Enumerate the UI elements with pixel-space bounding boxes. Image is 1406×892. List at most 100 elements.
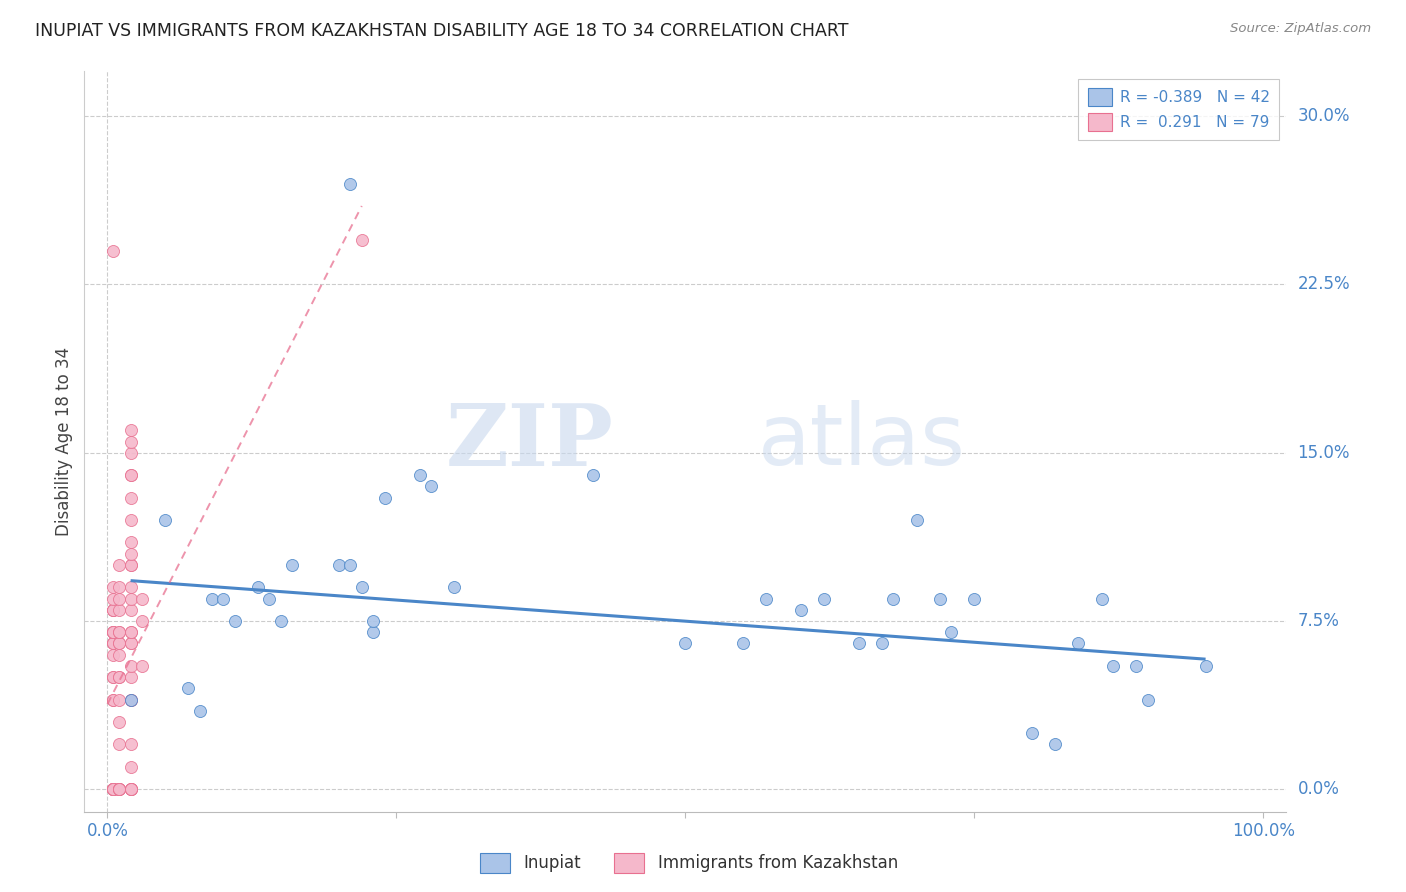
Point <box>188 704 211 718</box>
Point <box>363 625 385 640</box>
Point <box>103 603 125 617</box>
Point <box>224 614 246 628</box>
Point <box>103 670 125 684</box>
Point <box>1090 591 1112 606</box>
Point <box>120 625 142 640</box>
Point <box>350 233 373 247</box>
Point <box>1067 636 1090 650</box>
Point <box>103 625 125 640</box>
Point <box>120 636 142 650</box>
Point <box>108 692 131 706</box>
Point <box>108 670 131 684</box>
Point <box>108 670 131 684</box>
Point <box>200 591 222 606</box>
Point <box>108 636 131 650</box>
Point <box>103 625 125 640</box>
Point <box>212 591 235 606</box>
Point <box>582 468 605 483</box>
Point <box>120 760 142 774</box>
Text: 30.0%: 30.0% <box>1298 107 1350 125</box>
Point <box>120 659 142 673</box>
Point <box>103 603 125 617</box>
Point <box>270 614 292 628</box>
Point <box>120 782 142 797</box>
Point <box>120 446 142 460</box>
Point <box>870 636 893 650</box>
Point <box>120 636 142 650</box>
Point <box>103 670 125 684</box>
Text: 22.5%: 22.5% <box>1298 276 1350 293</box>
Point <box>339 558 361 572</box>
Point <box>120 513 142 527</box>
Point <box>120 692 142 706</box>
Text: ZIP: ZIP <box>446 400 613 483</box>
Point <box>120 535 142 549</box>
Point <box>103 603 125 617</box>
Point <box>108 782 131 797</box>
Point <box>1021 726 1043 740</box>
Point <box>103 692 125 706</box>
Point <box>120 468 142 483</box>
Point <box>103 625 125 640</box>
Point <box>108 603 131 617</box>
Point <box>103 636 125 650</box>
Point <box>1194 659 1216 673</box>
Point <box>675 636 697 650</box>
Point <box>108 580 131 594</box>
Text: 15.0%: 15.0% <box>1298 443 1350 462</box>
Point <box>374 491 396 505</box>
Point <box>120 738 142 752</box>
Point <box>120 547 142 561</box>
Point <box>120 558 142 572</box>
Point <box>108 625 131 640</box>
Point <box>733 636 755 650</box>
Point <box>813 591 835 606</box>
Point <box>120 625 142 640</box>
Point <box>1125 659 1147 673</box>
Point <box>408 468 430 483</box>
Point <box>108 782 131 797</box>
Point <box>103 782 125 797</box>
Point <box>108 636 131 650</box>
Text: atlas: atlas <box>758 400 966 483</box>
Point <box>108 782 131 797</box>
Point <box>108 625 131 640</box>
Point <box>108 591 131 606</box>
Point <box>120 782 142 797</box>
Point <box>120 468 142 483</box>
Point <box>1102 659 1125 673</box>
Point <box>108 648 131 662</box>
Point <box>103 782 125 797</box>
Point <box>120 692 142 706</box>
Point <box>120 603 142 617</box>
Point <box>103 782 125 797</box>
Point <box>1136 692 1159 706</box>
Point <box>108 782 131 797</box>
Legend: Inupiat, Immigrants from Kazakhstan: Inupiat, Immigrants from Kazakhstan <box>474 847 904 880</box>
Point <box>103 580 125 594</box>
Point <box>339 177 361 191</box>
Point <box>103 782 125 797</box>
Point <box>131 659 153 673</box>
Point <box>103 591 125 606</box>
Point <box>108 558 131 572</box>
Point <box>941 625 963 640</box>
Point <box>120 591 142 606</box>
Point <box>882 591 904 606</box>
Point <box>103 782 125 797</box>
Point <box>120 423 142 437</box>
Point <box>108 738 131 752</box>
Point <box>420 479 443 493</box>
Point <box>103 782 125 797</box>
Point <box>120 692 142 706</box>
Point <box>103 648 125 662</box>
Point <box>108 714 131 729</box>
Point <box>177 681 200 696</box>
Point <box>103 636 125 650</box>
Point <box>928 591 950 606</box>
Point <box>103 692 125 706</box>
Text: INUPIAT VS IMMIGRANTS FROM KAZAKHSTAN DISABILITY AGE 18 TO 34 CORRELATION CHART: INUPIAT VS IMMIGRANTS FROM KAZAKHSTAN DI… <box>35 22 849 40</box>
Legend: R = -0.389   N = 42, R =  0.291   N = 79: R = -0.389 N = 42, R = 0.291 N = 79 <box>1078 79 1279 140</box>
Point <box>120 558 142 572</box>
Point <box>103 625 125 640</box>
